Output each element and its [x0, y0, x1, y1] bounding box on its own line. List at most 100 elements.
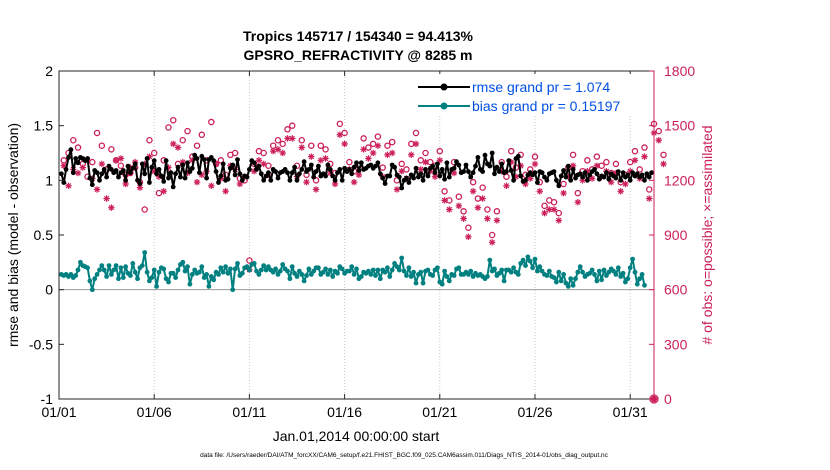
- rmse-point: [618, 177, 624, 183]
- rmse-point: [511, 177, 516, 183]
- obs-assimilated-point: [474, 204, 482, 211]
- rmse-point: [147, 180, 152, 185]
- obs-possible-point: [436, 147, 444, 155]
- rmse-point: [606, 176, 612, 182]
- y-tick-label-right: 1800: [664, 63, 695, 79]
- obs-possible-point: [555, 209, 563, 217]
- rmse-point: [418, 171, 424, 177]
- x-tick-label: 01/31: [613, 404, 648, 420]
- rmse-point: [568, 177, 574, 183]
- bias-point: [625, 276, 631, 282]
- rmse-point: [194, 156, 200, 161]
- bias-point: [277, 268, 283, 274]
- bias-point: [561, 272, 566, 277]
- obs-assimilated-point: [389, 149, 396, 157]
- obs-assimilated-point: [493, 217, 501, 224]
- obs-possible-point: [93, 129, 101, 137]
- bias-point: [485, 274, 490, 279]
- obs-possible-point: [179, 136, 187, 144]
- rmse-point: [539, 170, 545, 176]
- obs-assimilated-point: [93, 186, 101, 193]
- bias-point: [439, 281, 445, 287]
- x-tick-label: 01/01: [41, 404, 76, 420]
- rmse-point: [94, 170, 100, 176]
- obs-assimilated-point: [569, 162, 577, 169]
- bias-point: [173, 275, 179, 280]
- bias-point: [280, 262, 286, 267]
- x-tick-label: 01/16: [327, 404, 362, 420]
- legend: rmse grand pr = 1.074 bias grand pr = 0.…: [412, 74, 652, 116]
- rmse-point: [180, 162, 186, 168]
- obs-assimilated-point: [308, 153, 315, 160]
- bias-point: [161, 266, 167, 272]
- rmse-point: [582, 170, 588, 176]
- y-tick-label-right: 1500: [664, 118, 695, 134]
- rmse-point: [285, 170, 290, 176]
- obs-assimilated-point: [336, 131, 344, 138]
- rmse-point: [139, 161, 145, 167]
- rmse-point: [399, 185, 405, 191]
- y-tick-label-left: 0: [45, 282, 53, 298]
- rmse-point: [446, 174, 452, 180]
- bias-point: [565, 284, 571, 289]
- bias-point: [544, 273, 550, 278]
- obs-possible-point: [612, 160, 620, 168]
- obs-possible-point: [184, 127, 191, 135]
- rmse-point: [504, 169, 509, 175]
- obs-assimilated-point: [446, 206, 453, 213]
- bias-point: [387, 274, 393, 279]
- bias-point: [468, 268, 474, 274]
- obs-possible-point: [645, 186, 653, 193]
- bias-point: [247, 267, 252, 273]
- rmse-point: [89, 182, 95, 188]
- obs-assimilated-point: [593, 162, 601, 169]
- bias-point: [116, 276, 121, 282]
- rmse-point: [554, 177, 559, 183]
- bias-point: [366, 268, 371, 274]
- obs-possible-point: [146, 136, 153, 144]
- obs-possible-point: [636, 166, 643, 173]
- rmse-point: [535, 180, 540, 185]
- rmse-point: [316, 163, 321, 169]
- bias-point: [287, 276, 293, 282]
- rmse-point: [387, 173, 393, 179]
- bias-point: [499, 267, 505, 273]
- obs-possible-point: [469, 178, 477, 186]
- bias-point: [97, 267, 102, 273]
- plot-area: [59, 71, 654, 399]
- obs-assimilated-point: [193, 178, 201, 186]
- bias-point: [546, 268, 552, 274]
- obs-possible-point: [493, 208, 501, 215]
- rmse-point: [382, 181, 388, 187]
- obs-possible-point: [260, 149, 267, 157]
- rmse-point: [182, 175, 188, 181]
- rmse-point: [308, 162, 314, 168]
- rmse-point: [404, 175, 409, 181]
- rmse-point: [137, 181, 143, 187]
- rmse-point: [425, 173, 431, 179]
- rmse-point: [627, 177, 633, 183]
- y-tick-label-left: -0.5: [29, 336, 53, 352]
- chart-title-line2: GPSRO_REFRACTIVITY @ 8285 m: [244, 47, 473, 63]
- rmse-point: [377, 171, 383, 177]
- bias-point: [258, 267, 264, 273]
- rmse-point: [216, 180, 221, 185]
- bias-point: [615, 265, 621, 271]
- obs-possible-point: [279, 140, 286, 148]
- bias-point: [235, 261, 240, 266]
- bias-point: [135, 276, 140, 282]
- rmse-point: [499, 161, 505, 167]
- rmse-point: [430, 163, 436, 169]
- rmse-point: [120, 168, 126, 173]
- rmse-point: [577, 171, 583, 177]
- obs-assimilated-point: [365, 155, 372, 162]
- bias-point: [111, 267, 117, 273]
- bias-point: [151, 267, 157, 273]
- bias-point: [349, 264, 355, 270]
- rmse-point: [349, 171, 355, 177]
- bias-point: [335, 270, 340, 276]
- bias-point: [244, 264, 250, 270]
- rmse-point: [342, 165, 347, 171]
- obs-possible-point: [441, 188, 448, 195]
- bias-point: [606, 269, 612, 275]
